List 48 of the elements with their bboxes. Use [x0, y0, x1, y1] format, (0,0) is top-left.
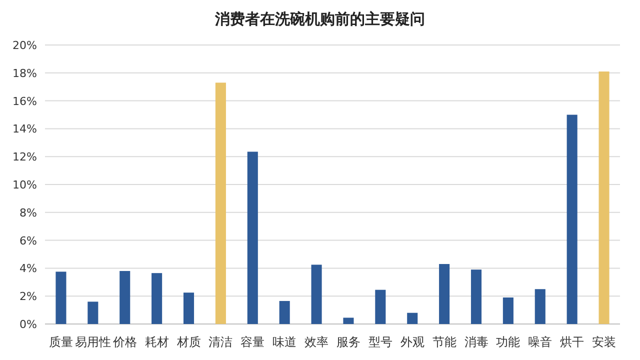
bar	[279, 300, 290, 324]
bar	[152, 273, 162, 324]
bar	[56, 272, 66, 324]
x-tick-label: 烘干	[560, 335, 584, 349]
x-tick-label: 味道	[272, 335, 297, 349]
x-tick-label: 清洁	[208, 335, 233, 349]
bar	[215, 82, 226, 324]
y-tick-label: 20%	[12, 39, 37, 52]
bar	[439, 264, 450, 324]
x-tick-label: 外观	[400, 335, 424, 349]
bar	[120, 270, 130, 324]
x-tick-label: 消毒	[464, 335, 488, 349]
y-tick-label: 10%	[12, 178, 37, 192]
bar	[534, 289, 546, 324]
y-tick-label: 16%	[12, 94, 37, 108]
bar	[470, 270, 482, 324]
x-tick-label: 质量	[48, 335, 73, 349]
y-tick-label: 12%	[12, 150, 37, 164]
y-tick-label: 18%	[12, 66, 37, 80]
bar	[183, 292, 194, 324]
x-tick-label: 价格	[112, 335, 137, 349]
x-tick-label: 型号	[368, 335, 392, 349]
y-tick-label: 8%	[20, 206, 37, 220]
bar	[343, 318, 354, 324]
bar	[247, 152, 258, 324]
x-tick-label: 节能	[432, 335, 456, 349]
x-tick-label: 容量	[240, 335, 265, 349]
bar	[502, 297, 514, 324]
bar	[566, 114, 578, 324]
x-tick-label: 安装	[592, 335, 616, 349]
y-tick-label: 6%	[20, 234, 37, 248]
x-tick-label: 功能	[496, 335, 520, 349]
chart-title: 消费者在洗碗机购前的主要疑问	[214, 10, 425, 28]
bar	[375, 290, 386, 324]
x-tick-label: 易用性	[74, 335, 111, 349]
bar	[407, 312, 418, 324]
y-tick-label: 2%	[20, 290, 37, 304]
x-tick-label: 效率	[304, 335, 329, 349]
bar	[311, 264, 322, 324]
bar	[88, 302, 98, 324]
y-tick-label: 4%	[20, 262, 37, 276]
x-tick-label: 噪音	[528, 335, 552, 349]
x-tick-label: 耗材	[144, 335, 169, 349]
x-tick-label: 材质	[176, 335, 201, 349]
bar	[598, 72, 610, 324]
y-tick-label: 14%	[12, 122, 37, 136]
x-tick-label: 服务	[336, 335, 360, 349]
y-tick-label: 0%	[20, 318, 37, 331]
